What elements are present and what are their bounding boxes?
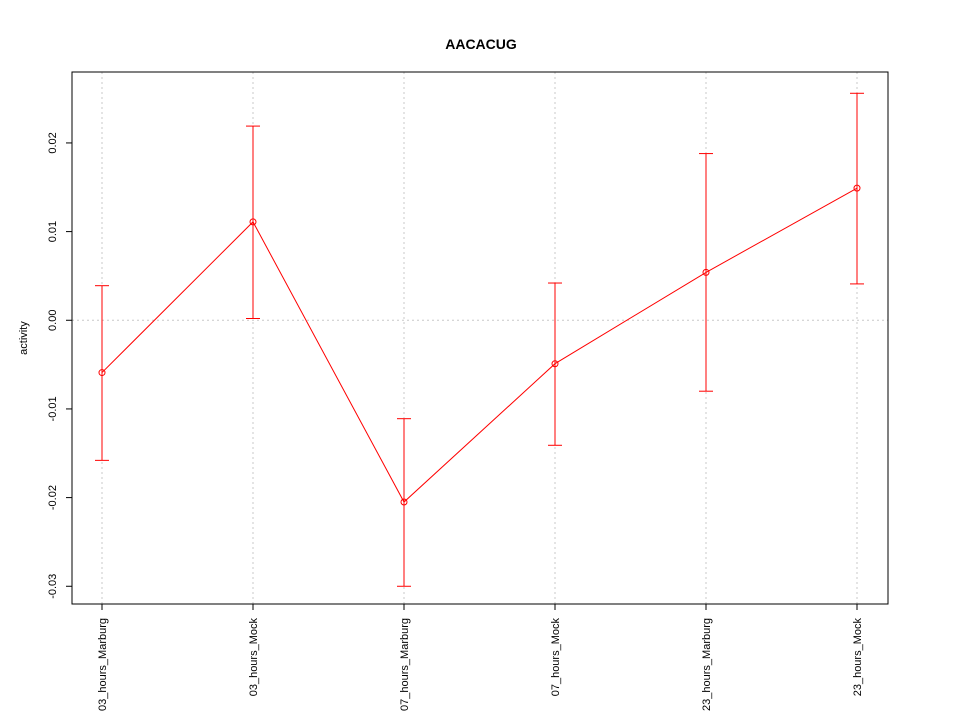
- chart-title: AACACUG: [445, 36, 517, 52]
- y-axis-label: activity: [18, 321, 30, 355]
- y-tick-label: -0.01: [47, 396, 59, 421]
- x-tick-label: 07_hours_Marburg: [399, 618, 411, 711]
- y-tick-label: 0.00: [47, 310, 59, 331]
- data-point: [400, 498, 408, 506]
- data-point: [702, 268, 710, 276]
- x-tick-label: 07_hours_Mock: [550, 618, 562, 697]
- y-tick-label: -0.03: [47, 574, 59, 599]
- x-tick-label: 23_hours_Mock: [852, 618, 864, 697]
- y-tick-label: 0.02: [47, 132, 59, 153]
- series-group: [95, 92, 864, 587]
- x-tick-label: 03_hours_Mock: [248, 618, 260, 697]
- data-point: [853, 184, 861, 192]
- x-tick-label: 23_hours_Marburg: [701, 618, 713, 711]
- grid: [72, 72, 888, 604]
- series-line: [101, 187, 858, 503]
- x-axis: 03_hours_Marburg 03_hours_Mock 07_hours_Ma…: [97, 604, 864, 711]
- plot-frame: [71, 71, 889, 605]
- y-axis: -0.03 -0.02 -0.01 0.00 0.01 0.02: [47, 132, 72, 599]
- data-point: [98, 369, 106, 377]
- y-tick-label: -0.02: [47, 485, 59, 510]
- data-point: [551, 360, 559, 368]
- y-tick-label: 0.01: [47, 221, 59, 242]
- data-point: [249, 218, 257, 226]
- x-tick-label: 03_hours_Marburg: [97, 618, 109, 711]
